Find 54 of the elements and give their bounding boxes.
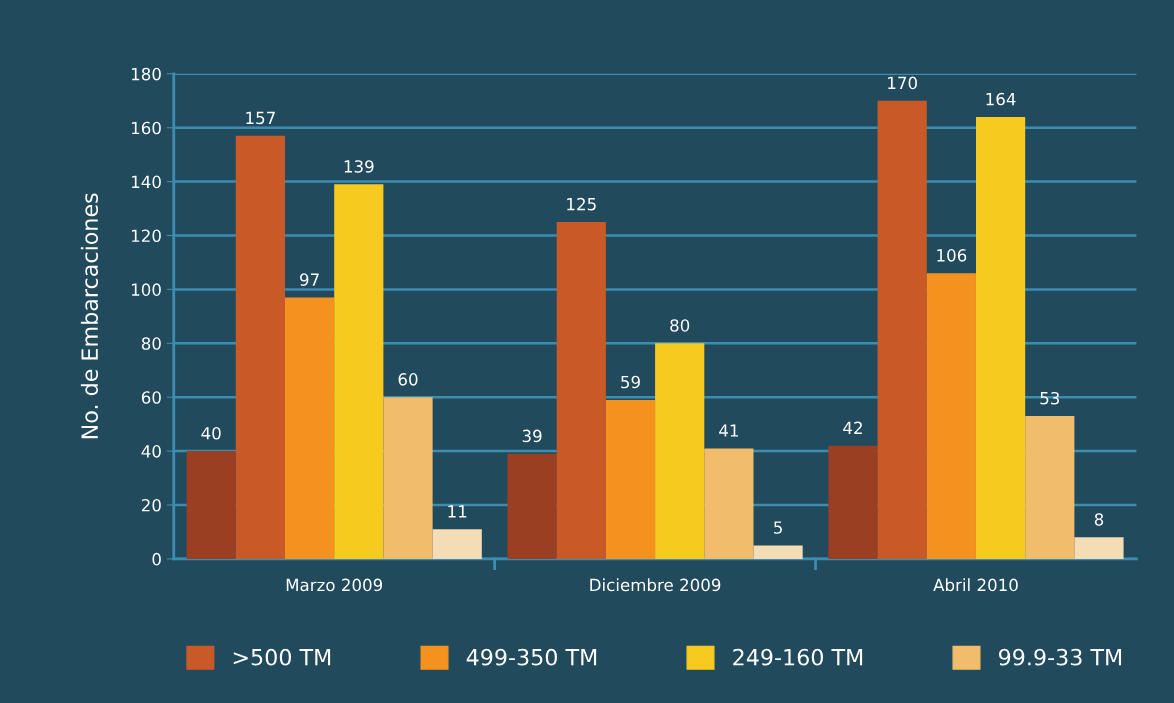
data-label: 59 xyxy=(621,375,640,389)
data-label: 39 xyxy=(522,429,542,443)
bar xyxy=(432,529,482,559)
bar xyxy=(877,100,927,559)
legend-label: 499-350 TM xyxy=(466,648,597,666)
data-label: 8 xyxy=(1094,513,1104,526)
data-label: 60 xyxy=(398,373,418,386)
bar xyxy=(285,297,335,559)
data-label: 157 xyxy=(246,111,275,125)
y-axis-title: No. de Embarcaciones xyxy=(80,193,99,439)
data-label: 5 xyxy=(774,521,782,534)
bar xyxy=(753,545,803,559)
bar xyxy=(186,451,236,559)
y-tick-label: 80 xyxy=(141,337,161,350)
data-label: 106 xyxy=(937,249,967,262)
y-tick-label: 140 xyxy=(131,175,161,189)
bar xyxy=(334,184,384,559)
bar xyxy=(1025,416,1075,559)
data-label: 42 xyxy=(843,421,862,434)
bar xyxy=(975,116,1026,559)
legend-label: 249-160 TM xyxy=(733,648,863,666)
x-tick-label: Marzo 2009 xyxy=(286,578,383,592)
bar xyxy=(655,343,705,559)
data-label: 97 xyxy=(300,273,319,286)
data-label: 164 xyxy=(986,92,1016,106)
bar xyxy=(1074,537,1124,559)
y-tick-label: 180 xyxy=(131,67,161,81)
y-tick-label: 0 xyxy=(152,552,161,566)
legend-label: >500 TM xyxy=(233,648,331,666)
bar xyxy=(383,397,433,559)
y-tick-label: 40 xyxy=(141,445,161,458)
data-label: 125 xyxy=(567,197,596,211)
y-tick-label: 100 xyxy=(131,283,161,296)
bar xyxy=(556,222,606,559)
y-tick-label: 120 xyxy=(131,229,161,243)
bar xyxy=(926,273,976,559)
data-label: 139 xyxy=(344,160,374,173)
bar xyxy=(704,448,754,559)
bar xyxy=(605,399,656,559)
y-tick-label: 160 xyxy=(131,121,161,135)
bar xyxy=(828,445,878,559)
x-tick-label: Abril 2010 xyxy=(933,578,1018,592)
bar xyxy=(507,453,557,559)
data-label: 40 xyxy=(201,426,221,440)
legend-label: 99.9-33 TM xyxy=(999,648,1122,666)
y-tick-label: 60 xyxy=(141,391,161,404)
data-label: 80 xyxy=(670,319,690,332)
data-label: 41 xyxy=(719,424,738,437)
x-tick-label: Diciembre 2009 xyxy=(590,578,721,592)
data-label: 170 xyxy=(888,76,917,90)
y-tick-label: 20 xyxy=(141,498,161,512)
data-label: 53 xyxy=(1040,391,1060,405)
bar xyxy=(235,135,285,559)
data-label: 11 xyxy=(448,505,467,518)
